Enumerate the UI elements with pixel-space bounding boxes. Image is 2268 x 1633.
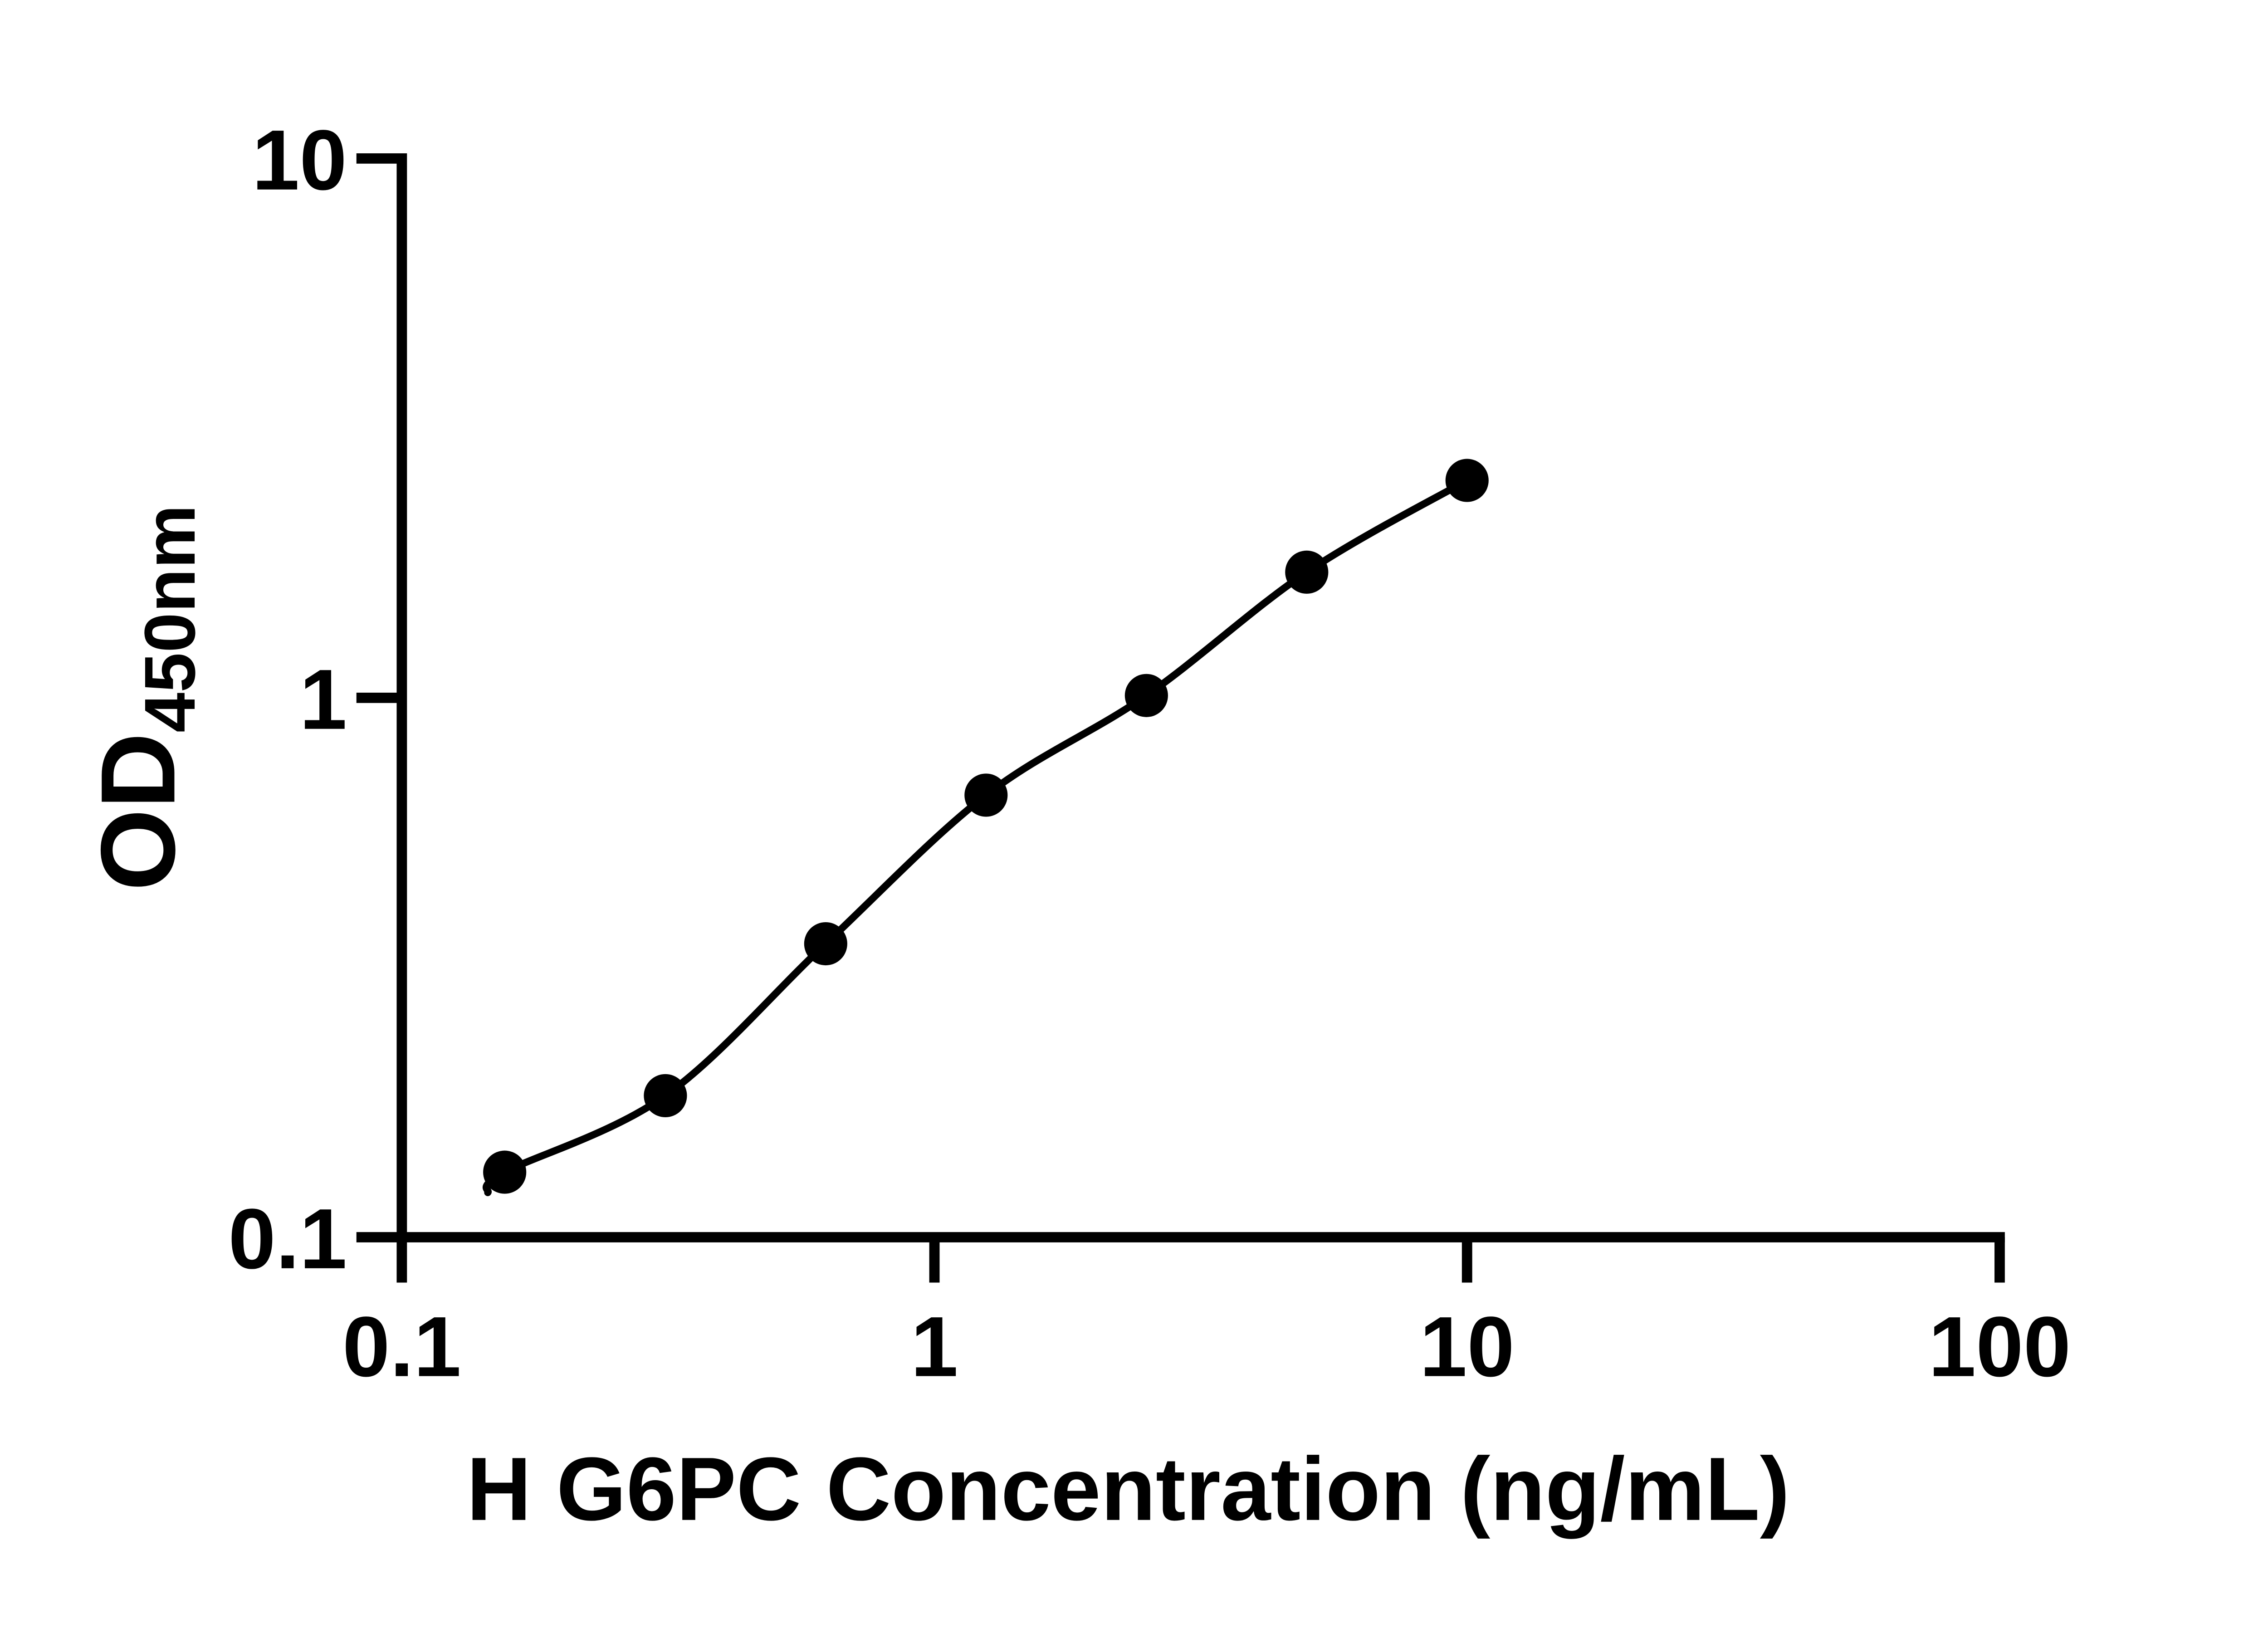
x-axis-tick-labels: 0.1 1 10 100 [342,1299,2071,1394]
data-point-marker [1285,550,1329,594]
data-point-marker [1124,674,1168,717]
data-points [483,459,1489,1194]
x-axis-ticks [396,1237,2005,1283]
y-axis-title-main: OD [79,733,197,891]
x-tick-label: 1 [911,1299,958,1394]
data-point-marker [1445,459,1489,502]
data-point-marker [804,922,847,966]
data-point-marker [483,1150,527,1194]
y-tick-label: 0.1 [228,1191,347,1286]
y-tick-label: 10 [252,112,347,208]
x-tick-label: 10 [1420,1299,1515,1394]
y-axis-title: OD450nm [79,505,210,891]
data-point-marker [644,1074,687,1118]
x-tick-label: 0.1 [342,1299,461,1394]
data-point-marker [964,773,1008,817]
x-tick-label: 100 [1928,1299,2071,1394]
y-axis-title-subscript: 450nm [129,505,210,733]
x-axis-title: H G6PC Concentration (ng/mL) [466,1439,1789,1539]
y-axis-tick-labels: 0.1 1 10 [228,112,347,1286]
axes [396,153,2005,1242]
y-tick-label: 1 [299,652,347,747]
y-axis-ticks [356,153,402,1242]
